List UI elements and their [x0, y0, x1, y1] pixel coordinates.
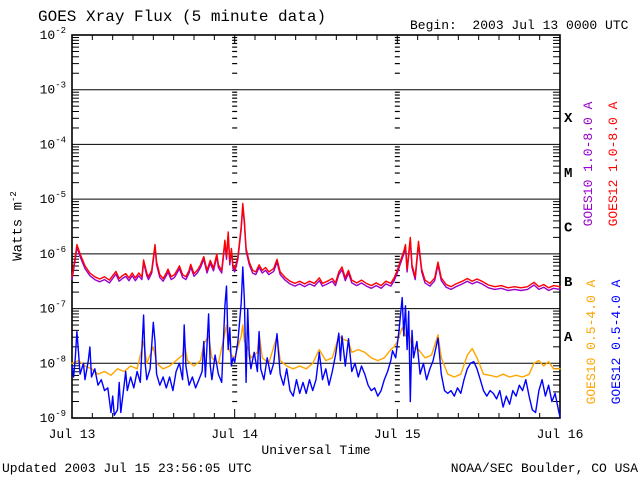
y-tick-label: 10-8: [40, 354, 66, 371]
footer-source-credit: NOAA/SEC Boulder, CO USA: [450, 461, 638, 476]
legend-goes10-long: GOES10 1.0-8.0 A: [581, 101, 596, 227]
chart-title: GOES Xray Flux (5 minute data): [38, 8, 327, 26]
y-tick-label: 10-4: [40, 135, 66, 152]
y-tick-label: 10-7: [40, 300, 66, 317]
flare-class-label: C: [564, 221, 573, 237]
goes10-long-curve: [71, 205, 561, 292]
goes10-short-curve: [71, 324, 561, 378]
y-tick-label: 10-6: [40, 245, 66, 262]
footer-updated-timestamp: Updated 2003 Jul 15 23:56:05 UTC: [2, 461, 252, 476]
legend-goes12-long: GOES12 1.0-8.0 A: [606, 101, 621, 227]
legend-goes10-short: GOES10 0.5-4.0 A: [584, 279, 599, 405]
x-tick-label: Jul 15: [374, 427, 421, 442]
flare-class-label: X: [564, 111, 573, 127]
x-tick-label: Jul 16: [537, 427, 584, 442]
goes12-short-curve: [71, 266, 561, 418]
y-tick-label: 10-2: [40, 26, 66, 43]
flare-class-label: M: [564, 166, 572, 182]
goes12-long-curve: [71, 202, 561, 289]
y-tick-label: 10-5: [40, 190, 66, 207]
x-axis-label: Universal Time: [261, 443, 371, 458]
y-tick-label: 10-3: [40, 81, 66, 98]
begin-timestamp: Begin: 2003 Jul 13 0000 UTC: [410, 18, 629, 33]
legend-goes12-short: GOES12 0.5-4.0 A: [609, 279, 624, 405]
flare-class-label: B: [564, 275, 573, 291]
x-tick-label: Jul 14: [211, 427, 258, 442]
x-tick-label: Jul 13: [49, 427, 96, 442]
flare-class-label: A: [564, 330, 573, 346]
y-tick-label: 10-9: [40, 409, 66, 426]
